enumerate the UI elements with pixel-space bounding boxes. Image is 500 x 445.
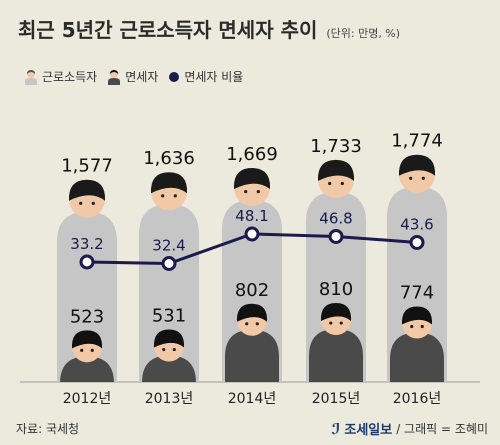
exempt-figure-eye bbox=[172, 347, 176, 352]
workers-value-label: 1,577 bbox=[61, 156, 113, 177]
exempt-figure-eye bbox=[255, 322, 259, 326]
credit: ℐ 조세일보 / 그래픽 = 조혜미 bbox=[331, 419, 488, 439]
workers-value-label: 1,669 bbox=[226, 144, 278, 165]
legend: 근로소득자 면세자 면세자 비율 bbox=[24, 68, 243, 85]
exempt-figure-hair bbox=[320, 303, 352, 322]
exempt-value-label: 810 bbox=[319, 279, 353, 300]
exempt-value-label: 774 bbox=[400, 282, 434, 303]
workers-figure-eye bbox=[173, 194, 177, 198]
workers-figure-hair bbox=[398, 154, 436, 176]
exempt-figure-body bbox=[142, 355, 196, 383]
ratio-point bbox=[79, 254, 95, 270]
exempt-figure-eye bbox=[162, 347, 166, 352]
legend-item-exempt: 면세자 bbox=[107, 68, 158, 85]
x-tick-label: 2016년 bbox=[393, 391, 442, 407]
exempt-figure-eye bbox=[90, 348, 94, 352]
chart-title: 최근 5년간 근로소득자 면세자 추이 (단위: 만명, %) bbox=[18, 14, 400, 43]
workers-figure-body bbox=[387, 186, 447, 382]
ratio-value-label: 32.4 bbox=[152, 237, 185, 255]
ratio-dot-icon bbox=[169, 71, 180, 82]
exempt-figure-hair bbox=[153, 329, 185, 348]
workers-figure bbox=[57, 179, 117, 382]
exempt-figure-body bbox=[309, 329, 363, 382]
workers-figure-eye bbox=[340, 181, 344, 186]
x-tick-label: 2014년 bbox=[228, 391, 277, 407]
workers-figure-eye bbox=[244, 190, 248, 194]
exempt-value-label: 523 bbox=[70, 306, 104, 327]
workers-figure-hair bbox=[68, 179, 106, 201]
exempt-figure-hair bbox=[71, 330, 103, 349]
unit-label: (단위: 만명, %) bbox=[326, 27, 401, 40]
title-text: 최근 5년간 근로소득자 면세자 추이 bbox=[18, 18, 318, 42]
exempt-figure bbox=[142, 329, 196, 383]
legend-exempt-label: 면세자 bbox=[125, 70, 159, 84]
workers-figure-hair bbox=[233, 168, 271, 190]
legend-workers-label: 근로소득자 bbox=[42, 70, 98, 84]
workers-value-label: 1,733 bbox=[310, 136, 362, 157]
workers-figure-eye bbox=[91, 201, 95, 205]
exempt-figure-hair bbox=[401, 306, 433, 325]
exempt-figure-eye bbox=[339, 321, 343, 325]
ratio-point bbox=[328, 228, 344, 244]
ratio-point bbox=[244, 226, 260, 242]
publisher-logo-icon: ℐ bbox=[331, 419, 341, 438]
graphic-credit: / 그래픽 = 조혜미 bbox=[396, 422, 488, 436]
ratio-value-label: 48.1 bbox=[235, 207, 268, 225]
workers-figure-eye bbox=[256, 190, 260, 194]
ratio-value-label: 33.2 bbox=[70, 235, 103, 253]
exempt-figure-eye bbox=[329, 321, 333, 325]
exempt-figure-eye bbox=[80, 348, 84, 352]
workers-figure-eye bbox=[161, 194, 165, 198]
exempt-figure-eye bbox=[420, 324, 424, 329]
worker-person-icon bbox=[25, 69, 37, 85]
ratio-value-label: 46.8 bbox=[319, 209, 352, 227]
exempt-value-label: 531 bbox=[152, 306, 186, 327]
exempt-figure-eye bbox=[410, 324, 414, 329]
exempt-figure bbox=[309, 303, 363, 382]
ratio-value-label: 43.6 bbox=[400, 215, 433, 233]
workers-figure-hair bbox=[317, 159, 355, 181]
workers-value-label: 1,636 bbox=[143, 148, 195, 169]
exempt-figure-body bbox=[225, 329, 279, 382]
exempt-value-label: 802 bbox=[235, 280, 269, 301]
exempt-figure bbox=[60, 330, 114, 384]
workers-figure bbox=[139, 172, 199, 382]
x-tick-label: 2015년 bbox=[312, 391, 361, 407]
exempt-figure-body bbox=[390, 332, 444, 382]
legend-item-ratio: 면세자 비율 bbox=[168, 68, 243, 85]
ratio-point bbox=[161, 256, 177, 272]
exempt-figure bbox=[225, 303, 279, 382]
workers-figure-body bbox=[139, 204, 199, 382]
workers-figure-eye bbox=[328, 181, 332, 186]
workers-figure bbox=[387, 154, 447, 382]
workers-figure-hair bbox=[150, 172, 188, 194]
ratio-point bbox=[409, 234, 425, 250]
publisher-name: 조세일보 bbox=[344, 423, 393, 438]
exempt-figure-eye bbox=[245, 322, 249, 326]
workers-figure-eye bbox=[409, 176, 413, 180]
workers-figure-body bbox=[57, 211, 117, 382]
exempt-figure-body bbox=[60, 356, 114, 384]
x-tick-label: 2013년 bbox=[145, 391, 194, 407]
workers-figure-eye bbox=[79, 201, 83, 205]
x-tick-label: 2012년 bbox=[63, 391, 112, 407]
workers-value-label: 1,774 bbox=[391, 131, 443, 152]
source-note: 자료: 국세청 bbox=[16, 422, 80, 436]
legend-item-workers: 근로소득자 bbox=[24, 68, 97, 85]
exempt-person-icon bbox=[108, 69, 121, 85]
exempt-figure-hair bbox=[236, 303, 268, 322]
legend-ratio-label: 면세자 비율 bbox=[184, 70, 244, 84]
workers-figure-eye bbox=[421, 176, 425, 180]
exempt-figure bbox=[390, 306, 444, 382]
